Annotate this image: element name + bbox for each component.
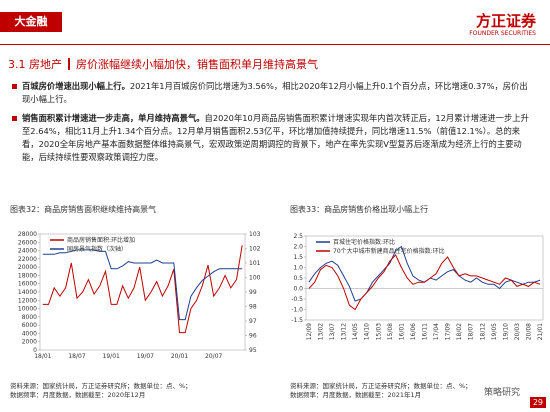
x-tick-label: 13/07	[329, 323, 336, 340]
y-tick-label: 28000	[18, 231, 37, 238]
y-tick-label: 6000	[22, 322, 37, 329]
x-tick-label: 19/10	[502, 323, 509, 340]
x-tick-label: 20/08	[526, 323, 533, 340]
y2-tick-label: 103	[249, 231, 261, 238]
y-tick-label: 2.0	[293, 244, 303, 251]
section-number: 3.1 房地产	[8, 58, 62, 71]
bullet: 百城房价增速出现小幅上行。2021年1月百城房价同比增速为3.56%，相比202…	[12, 80, 532, 106]
x-tick-label: 13/12	[341, 323, 348, 340]
x-tick-label: 18/07	[68, 353, 85, 360]
bullet: 销售面积累计增速进一步走高，单月维持高景气。自2020年10月商品房销售面积累计…	[12, 112, 532, 164]
chart-title: 图表32：商品房销售面积继续维持高景气	[10, 205, 157, 214]
x-tick-label: 15/03	[375, 323, 382, 340]
x-tick-label: 16/11	[422, 323, 429, 340]
y-tick-label: 2.5	[293, 233, 303, 240]
chart-title: 图表33：商品房销售价格出现小幅上行	[290, 205, 429, 214]
y-tick-label: 1.5	[293, 254, 303, 261]
bullet-text: 自2020年10月商品房销售面积累计增速实现年内首次转正后，12月累计增速进一步…	[22, 113, 529, 162]
x-tick-label: 20/07	[205, 353, 222, 360]
logo: 方正证券	[475, 12, 536, 30]
y2-tick-label: 97	[249, 318, 257, 325]
x-tick-label: 20/03	[514, 323, 521, 340]
y2-tick-label: 100	[249, 275, 261, 282]
x-tick-label: 19/05	[491, 323, 498, 340]
x-tick-label: 19/01	[103, 353, 120, 360]
source: 资料来源：国家统计局，方正证券研究所；数据单位：点、%； 数据频率：月度数据，数据…	[10, 382, 192, 400]
x-tick-label: 17/09	[445, 323, 452, 340]
series-line	[42, 249, 243, 321]
y-tick-label: 16000	[18, 281, 37, 288]
logo-en: FOUNDER SECURITIES	[469, 30, 536, 37]
y-tick-label: 10000	[18, 306, 37, 313]
legend-label: 70个大中城市新建商品住宅价格指数:环比	[333, 247, 445, 255]
x-tick-label: 18/07	[468, 323, 475, 340]
bullet-lead: 百城房价增速出现小幅上行。	[22, 81, 130, 91]
y-tick-label: 0.0	[293, 286, 303, 293]
y-tick-label: 26000	[18, 239, 37, 246]
x-tick-label: 18/12	[479, 323, 486, 340]
y-tick-label: -0.5	[291, 296, 303, 303]
y-tick-label: 0.5	[293, 275, 303, 282]
source-text: 数据频率：月度数据，数据截至：2021年1月	[290, 391, 422, 399]
source-text: 数据频率：月度数据，数据截至：2020年12月	[10, 391, 146, 399]
x-tick-label: 16/01	[398, 323, 405, 340]
y-tick-label: 2000	[22, 339, 37, 346]
legend-label: 商品房销售面积:环比增加	[67, 236, 135, 244]
x-tick-label: 14/10	[364, 323, 371, 340]
y-tick-label: 12000	[18, 297, 37, 304]
y2-tick-label: 98	[249, 304, 257, 311]
y2-tick-label: 95	[249, 347, 257, 354]
y2-tick-label: 102	[249, 246, 261, 253]
y-tick-label: 1.0	[293, 265, 303, 272]
y2-tick-label: 101	[249, 260, 261, 267]
y-tick-label: 8000	[22, 314, 37, 321]
series-line	[308, 254, 541, 311]
section-subtitle: 房价涨幅继续小幅加快，销售面积单月维持高景气	[76, 58, 318, 71]
y-tick-label: 18000	[18, 272, 37, 279]
x-tick-label: 19/07	[137, 353, 154, 360]
y-tick-label: -1.5	[291, 317, 303, 324]
page-number: 29	[529, 397, 546, 408]
x-tick-label: 17/04	[433, 323, 440, 340]
chart: -1.5 -1.0 -0.5 0.0 0.5 1.0 1.5 2.0 2.5 12/09 13/02…	[291, 233, 544, 340]
y2-tick-label: 96	[249, 333, 257, 340]
legend-label: 百城住宅价格指数:环比	[333, 238, 395, 246]
x-tick-label: 20/01	[171, 353, 188, 360]
legend-label: 国房景气指数（次轴）	[67, 245, 127, 253]
rule	[0, 44, 550, 45]
watermark: 策略研究	[483, 388, 520, 398]
x-tick-label: 21/01	[537, 323, 544, 340]
x-tick-label: 16/06	[410, 323, 417, 340]
bullets: 百城房价增速出现小幅上行。2021年1月百城房价同比增速为3.56%，相比202…	[12, 80, 532, 170]
y-tick-label: -1.0	[291, 307, 303, 314]
y-tick-label: 20000	[18, 264, 37, 271]
x-tick-label: 18/02	[456, 323, 463, 340]
source-text: 资料来源：国家统计局，方正证券研究所；数据单位：点、%；	[290, 382, 472, 390]
y-tick-label: 4000	[22, 330, 37, 337]
tag: 大金融	[0, 12, 62, 32]
section-title: 3.1 房地产 房价涨幅继续小幅加快，销售面积单月维持高景气	[8, 56, 318, 72]
y-tick-label: 22000	[18, 256, 37, 263]
y2-tick-label: 99	[249, 289, 257, 296]
x-tick-label: 13/02	[317, 323, 324, 340]
source-text: 资料来源：国家统计局，方正证券研究所；数据单位：点、%；	[10, 382, 192, 390]
x-tick-label: 18/01	[34, 353, 51, 360]
x-tick-label: 12/09	[306, 323, 313, 340]
x-tick-label: 14/05	[352, 323, 359, 340]
bullet-text: 2021年1月百城房价同比增速为3.56%，相比2020年12月小幅上升0.1个…	[22, 81, 528, 104]
y-tick-label: 0	[33, 347, 37, 354]
source: 资料来源：国家统计局，方正证券研究所；数据单位：点、%； 数据频率：月度数据，数据…	[290, 382, 472, 400]
series-line	[42, 245, 243, 334]
y-tick-label: 24000	[18, 248, 37, 255]
x-tick-label: 15/08	[387, 323, 394, 340]
y-tick-label: 14000	[18, 289, 37, 296]
bullet-lead: 销售面积累计增速进一步走高，单月维持高景气。	[22, 113, 205, 123]
